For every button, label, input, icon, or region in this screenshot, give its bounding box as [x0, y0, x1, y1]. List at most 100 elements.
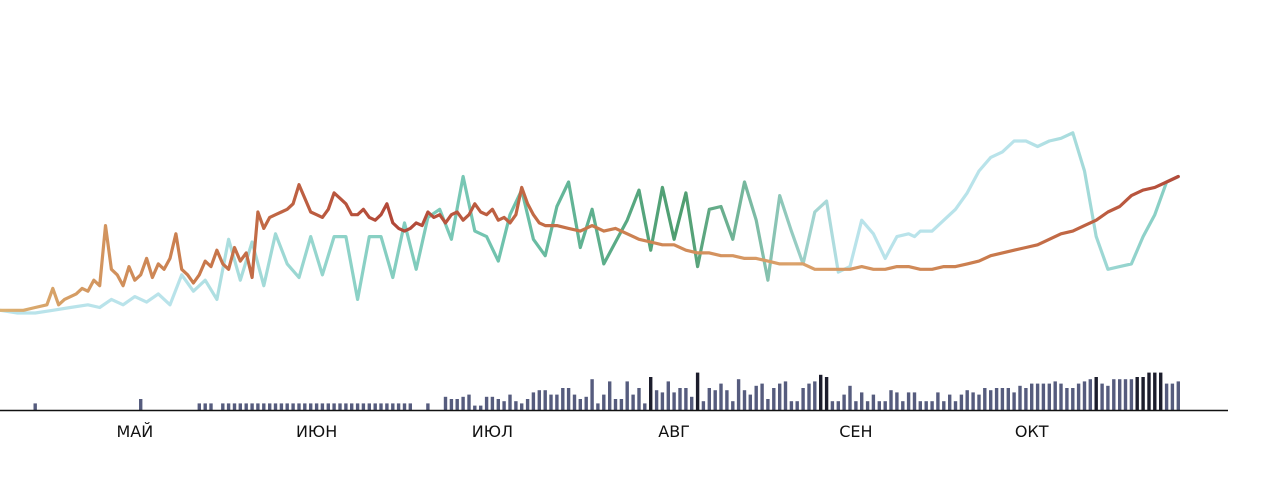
bar	[496, 399, 500, 410]
x-axis-ticks: МАЙ ИЮН ИЮЛ АВГ СЕН ОКТ	[116, 422, 1048, 441]
bar	[649, 377, 653, 410]
bar	[666, 381, 670, 410]
bar	[906, 392, 911, 410]
bar	[1000, 388, 1005, 410]
bar	[953, 401, 958, 410]
bar	[508, 394, 512, 410]
bar	[244, 403, 248, 410]
bar	[830, 401, 835, 410]
bar	[631, 394, 635, 410]
bar	[977, 394, 981, 410]
bar	[502, 401, 506, 410]
bar	[391, 403, 395, 410]
bar	[1088, 379, 1092, 410]
bar	[396, 403, 401, 410]
bar	[1065, 388, 1069, 410]
line-series-2	[0, 131, 1180, 315]
bar	[989, 390, 993, 410]
bar	[33, 403, 37, 410]
bar	[619, 399, 624, 410]
bar	[232, 403, 237, 410]
bar	[1024, 388, 1028, 410]
bar	[1041, 383, 1046, 410]
bar	[848, 385, 852, 410]
bar	[262, 403, 266, 410]
bar	[795, 401, 799, 410]
bar	[819, 374, 823, 410]
bar	[760, 383, 764, 410]
bar	[226, 403, 231, 410]
bar	[1094, 377, 1098, 410]
bar	[1082, 381, 1087, 410]
x-tick-label: МАЙ	[116, 422, 153, 441]
bar	[332, 403, 336, 410]
bar	[1100, 383, 1104, 410]
bar	[139, 399, 143, 410]
bar	[1006, 388, 1010, 410]
bar	[385, 403, 389, 410]
bar	[707, 388, 711, 410]
bar	[279, 403, 284, 410]
bar	[1018, 385, 1022, 410]
bar	[807, 383, 811, 410]
bar	[1164, 383, 1169, 410]
bar	[408, 403, 412, 410]
bar	[778, 383, 782, 410]
bar	[842, 394, 846, 410]
bar	[361, 403, 366, 410]
bar	[889, 390, 893, 410]
bar	[344, 403, 348, 410]
bar	[684, 388, 688, 410]
bar	[314, 403, 319, 410]
bar	[789, 401, 794, 410]
bar	[531, 392, 536, 410]
bar	[1123, 379, 1128, 410]
bar	[555, 394, 559, 410]
bar	[221, 403, 225, 410]
bar	[731, 401, 735, 410]
bar	[1076, 383, 1081, 410]
bar	[883, 401, 887, 410]
bar	[637, 388, 641, 410]
bar	[572, 394, 577, 410]
bar	[584, 396, 588, 410]
bar	[479, 405, 483, 410]
bar	[1135, 377, 1139, 410]
bar	[766, 399, 770, 410]
bar	[590, 379, 594, 410]
bar	[672, 392, 676, 410]
bar	[895, 392, 899, 410]
line-series-1	[0, 174, 1180, 312]
bar	[865, 401, 870, 410]
bar	[725, 390, 729, 410]
bar	[379, 403, 383, 410]
bar	[1106, 385, 1110, 410]
bar	[942, 401, 946, 410]
bar	[514, 401, 518, 410]
bar	[338, 403, 342, 410]
bar	[654, 390, 659, 410]
bar	[918, 401, 922, 410]
bar	[250, 403, 254, 410]
bar	[273, 403, 278, 410]
bar	[983, 388, 987, 410]
bar	[678, 388, 682, 410]
bar	[613, 399, 618, 410]
bar	[994, 388, 999, 410]
bar	[871, 394, 876, 410]
bar	[824, 377, 829, 410]
bar	[1112, 379, 1116, 410]
bar	[1129, 379, 1134, 410]
bar	[537, 390, 541, 410]
bar	[197, 403, 201, 410]
bar	[525, 399, 530, 410]
bar	[1170, 383, 1175, 410]
bar	[320, 403, 325, 410]
bar	[854, 401, 858, 410]
bar-series-group	[33, 372, 1180, 410]
bar	[484, 396, 489, 410]
bar	[285, 403, 289, 410]
bar	[660, 392, 665, 410]
bar	[449, 399, 454, 410]
bar	[959, 394, 964, 410]
